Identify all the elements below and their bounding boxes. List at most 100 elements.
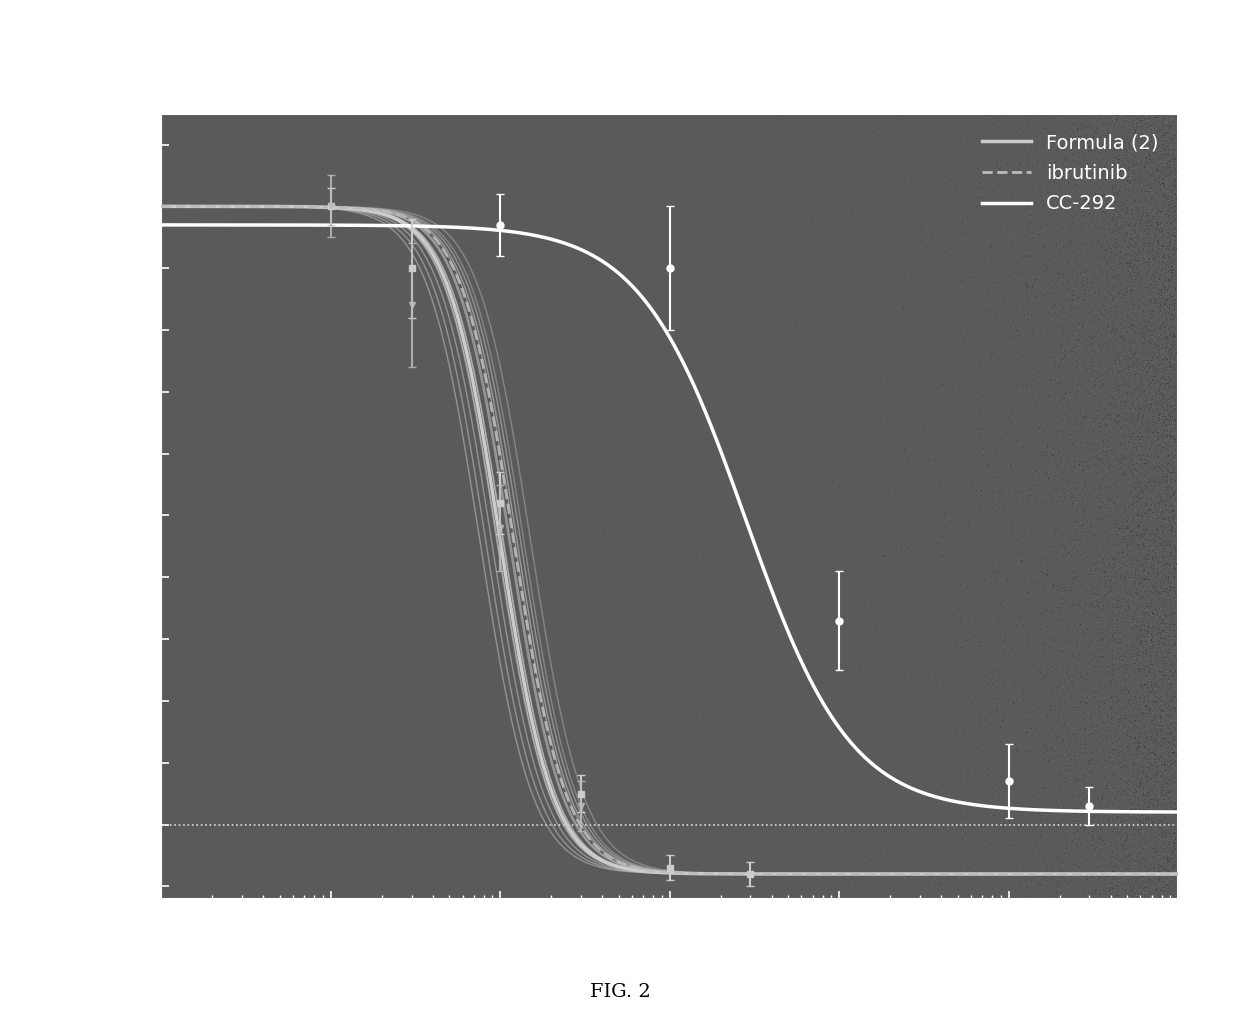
Point — [1023, 118, 1043, 134]
Point — [1111, 279, 1131, 295]
Point — [1120, 581, 1140, 597]
Point — [920, 721, 940, 738]
Point — [931, 652, 951, 668]
Point — [1162, 489, 1182, 505]
Point — [1102, 279, 1122, 295]
Point — [986, 274, 1006, 290]
Point — [1168, 640, 1188, 657]
Point — [1149, 408, 1169, 425]
Point — [1154, 607, 1174, 624]
Point — [1164, 867, 1184, 883]
Point — [1137, 462, 1157, 478]
Point — [1156, 276, 1176, 292]
Point — [1086, 758, 1106, 775]
Point — [1107, 511, 1127, 528]
Point — [1163, 606, 1183, 623]
Point — [947, 819, 967, 836]
Point — [940, 865, 960, 881]
Point — [1022, 463, 1042, 479]
Point — [1168, 737, 1188, 753]
Point — [1151, 287, 1171, 304]
Point — [1154, 295, 1174, 312]
Point — [950, 240, 970, 256]
Point — [1116, 348, 1136, 365]
Point — [1099, 458, 1118, 474]
Point — [1136, 773, 1156, 789]
Point — [877, 404, 897, 420]
Point — [1137, 539, 1157, 556]
Point — [1161, 339, 1180, 355]
Point — [1127, 846, 1147, 863]
Point — [1120, 691, 1140, 708]
Point — [1156, 870, 1176, 886]
Point — [1163, 156, 1183, 173]
Point — [1152, 550, 1172, 566]
Point — [1126, 812, 1146, 828]
Point — [877, 844, 897, 860]
Point — [1143, 289, 1163, 306]
Point — [1111, 426, 1131, 442]
Point — [1078, 884, 1097, 901]
Point — [1152, 749, 1172, 765]
Point — [1069, 768, 1089, 784]
Point — [1038, 447, 1058, 464]
Point — [1104, 155, 1123, 171]
Point — [1146, 199, 1166, 216]
Point — [1130, 802, 1149, 818]
Point — [1030, 666, 1050, 683]
Point — [1016, 307, 1035, 323]
Point — [1085, 605, 1105, 622]
Point — [1166, 561, 1185, 577]
Point — [1120, 350, 1140, 367]
Point — [1138, 666, 1158, 683]
Point — [1112, 543, 1132, 560]
Point — [1136, 835, 1156, 851]
Point — [1063, 117, 1083, 133]
Point — [1044, 747, 1064, 763]
Point — [828, 521, 848, 537]
Point — [1084, 424, 1104, 440]
Point — [1166, 457, 1185, 473]
Point — [1151, 580, 1171, 596]
Point — [777, 666, 797, 683]
Point — [1156, 809, 1176, 825]
Point — [1145, 331, 1164, 347]
Point — [1122, 198, 1142, 215]
Point — [1121, 196, 1141, 213]
Point — [1106, 633, 1126, 650]
Point — [1121, 117, 1141, 133]
Point — [1115, 595, 1135, 612]
Point — [1147, 314, 1167, 331]
Point — [1158, 408, 1178, 425]
Point — [1168, 433, 1188, 449]
Point — [1152, 566, 1172, 583]
Point — [955, 824, 975, 841]
Point — [967, 189, 987, 206]
Point — [1112, 369, 1132, 385]
Point — [1023, 233, 1043, 250]
Point — [1135, 551, 1154, 567]
Point — [1136, 250, 1156, 267]
Point — [1163, 502, 1183, 519]
Point — [1148, 306, 1168, 322]
Point — [1157, 608, 1177, 625]
Point — [1104, 612, 1123, 628]
Point — [1121, 714, 1141, 730]
Point — [1140, 176, 1159, 192]
Point — [1167, 841, 1187, 857]
Point — [1148, 624, 1168, 640]
Point — [1069, 859, 1089, 876]
Point — [1147, 880, 1167, 897]
Point — [1066, 530, 1086, 546]
Point — [1169, 691, 1189, 708]
Point — [1039, 121, 1059, 137]
Point — [1166, 690, 1185, 707]
Point — [1032, 202, 1052, 219]
Point — [1131, 819, 1151, 836]
Point — [1140, 859, 1159, 876]
Point — [1138, 300, 1158, 316]
Point — [1127, 856, 1147, 873]
Point — [1137, 112, 1157, 128]
Point — [1128, 597, 1148, 614]
Point — [1011, 156, 1030, 173]
